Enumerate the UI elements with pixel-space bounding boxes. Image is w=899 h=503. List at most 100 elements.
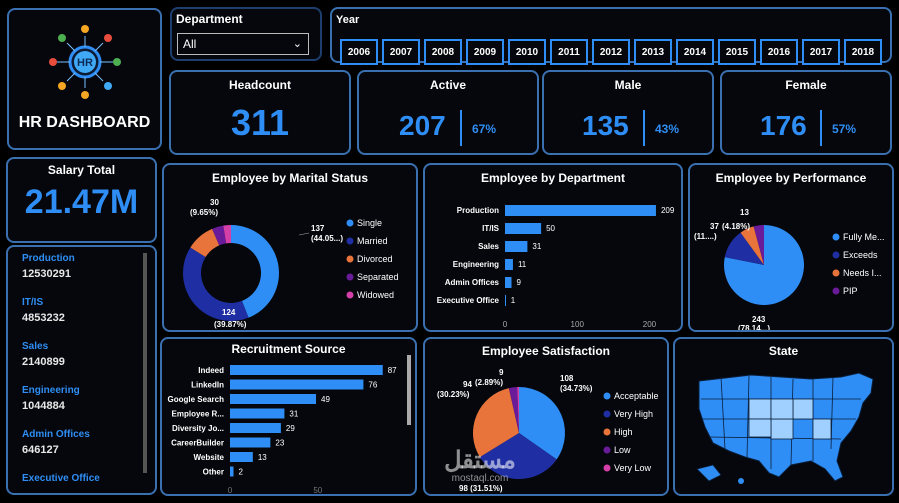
male-divider: [643, 110, 645, 146]
pie-slice-exceeds[interactable]: [724, 232, 764, 265]
category-label: IT/IS: [482, 224, 500, 233]
bar[interactable]: [505, 277, 512, 288]
marital-status-title: Employee by Marital Status: [211, 171, 369, 185]
active-label: Active: [429, 78, 467, 92]
bar-value: 23: [275, 439, 284, 448]
year-button-2018[interactable]: 2018: [844, 39, 882, 65]
bar[interactable]: [505, 205, 656, 216]
pie-slice-low[interactable]: [508, 387, 519, 433]
legend-label: High: [614, 427, 633, 437]
x-tick-label: 0: [228, 486, 233, 495]
legend-label: Married: [357, 236, 388, 246]
watermark-logo: مستقل mostaql.com: [395, 447, 565, 485]
year-button-2013[interactable]: 2013: [634, 39, 672, 65]
state-map-card: State: [673, 337, 894, 496]
bar[interactable]: [230, 452, 253, 462]
salary-list-scrollbar[interactable]: [143, 253, 147, 473]
year-button-2012[interactable]: 2012: [592, 39, 630, 65]
data-label: 137: [311, 224, 325, 233]
legend-swatch: [346, 219, 354, 227]
year-button-2007[interactable]: 2007: [382, 39, 420, 65]
bar[interactable]: [230, 437, 271, 448]
bar-value: 87: [388, 366, 397, 375]
bar-value: 49: [321, 395, 330, 404]
legend-swatch: [603, 464, 611, 472]
bar[interactable]: [230, 408, 285, 419]
bar[interactable]: [505, 259, 513, 270]
female-value: 176: [760, 110, 807, 141]
bar[interactable]: [230, 365, 383, 375]
recruitment-title: Recruitment Source: [231, 342, 346, 356]
pie-slice-very-low[interactable]: [517, 387, 519, 433]
year-button-2015[interactable]: 2015: [718, 39, 756, 65]
year-button-2006[interactable]: 2006: [340, 39, 378, 65]
bar[interactable]: [230, 466, 234, 477]
year-button-2017[interactable]: 2017: [802, 39, 840, 65]
data-label: 108: [560, 374, 574, 383]
recruitment-scrollbar[interactable]: [407, 355, 411, 425]
bar-value: 13: [258, 453, 267, 462]
legend-swatch: [832, 233, 840, 241]
pie-slice-needs-i-[interactable]: [740, 226, 764, 265]
marital-status-chart: Single Married Divorced Separated Widowed 137…: [183, 198, 399, 329]
legend-swatch: [346, 237, 354, 245]
pie-slice-acceptable[interactable]: [519, 387, 565, 460]
year-button-2010[interactable]: 2010: [508, 39, 546, 65]
active-divider: [460, 110, 462, 146]
category-label: Production: [457, 206, 499, 215]
pie-slice-high[interactable]: [473, 388, 519, 458]
salary-dept-label: Sales: [22, 341, 49, 352]
bar-value: 11: [518, 260, 527, 269]
x-tick-label: 50: [313, 486, 322, 495]
legend-label: Low: [614, 445, 631, 455]
department-dropdown-value: All: [183, 37, 197, 51]
watermark-text: مستقل: [444, 447, 516, 474]
department-dropdown[interactable]: All ⌄: [177, 33, 309, 55]
year-button-2016[interactable]: 2016: [760, 39, 798, 65]
data-label: 124: [222, 308, 236, 317]
pie-slice-divorced[interactable]: [190, 228, 220, 258]
pie-slice-pip[interactable]: [753, 225, 764, 265]
category-label: Google Search: [168, 395, 225, 404]
year-button-2011[interactable]: 2011: [550, 39, 588, 65]
year-button-2008[interactable]: 2008: [424, 39, 462, 65]
pie-slice-very-high[interactable]: [479, 433, 557, 479]
satisfaction-chart: Acceptable Very High High Low Very Low 108(34…: [437, 368, 659, 493]
active-card: Active 207 67%: [357, 70, 539, 155]
logo-text: HR: [77, 57, 93, 69]
logo-card: HR HR DASHBOARD: [7, 8, 162, 150]
pie-slice-single[interactable]: [231, 225, 280, 318]
recruitment-card: Recruitment Source Indeed 87 LinkedIn 76 Goo…: [160, 337, 417, 496]
pie-slice-married[interactable]: [183, 247, 249, 321]
data-label: 30: [210, 198, 219, 207]
salary-total-label: Salary Total: [47, 163, 116, 177]
bar[interactable]: [505, 241, 528, 252]
bar-value: 31: [532, 242, 541, 251]
salary-dept-value: 4853232: [22, 312, 65, 324]
legend-label: Single: [357, 218, 382, 228]
legend-label: Widowed: [357, 290, 394, 300]
chevron-down-icon: ⌄: [292, 38, 302, 50]
year-button-2014[interactable]: 2014: [676, 39, 714, 65]
bar-value: 29: [286, 424, 295, 433]
legend-label: Very High: [614, 409, 653, 419]
bar[interactable]: [505, 223, 542, 234]
bar[interactable]: [230, 379, 364, 390]
data-label: 243: [752, 315, 766, 324]
bar[interactable]: [230, 423, 281, 433]
pie-slice-separated[interactable]: [212, 225, 227, 246]
category-label: Engineering: [453, 260, 499, 269]
salary-dept-value: 646127: [22, 444, 59, 456]
bar[interactable]: [230, 394, 317, 404]
data-label: (9.65%): [190, 208, 218, 217]
performance-card: Employee by Performance Fully Me... Excee…: [688, 163, 894, 332]
bar[interactable]: [505, 295, 506, 306]
legend-swatch: [346, 273, 354, 281]
salary-dept-label: IT/IS: [22, 297, 44, 308]
year-button-2009[interactable]: 2009: [466, 39, 504, 65]
female-pct: 57%: [832, 122, 857, 136]
salary-dept-label: Admin Offices: [22, 429, 90, 440]
year-filter-label: Year: [336, 14, 360, 26]
salary-dept-value: 2140899: [22, 356, 65, 368]
pie-slice-widowed[interactable]: [223, 225, 231, 244]
